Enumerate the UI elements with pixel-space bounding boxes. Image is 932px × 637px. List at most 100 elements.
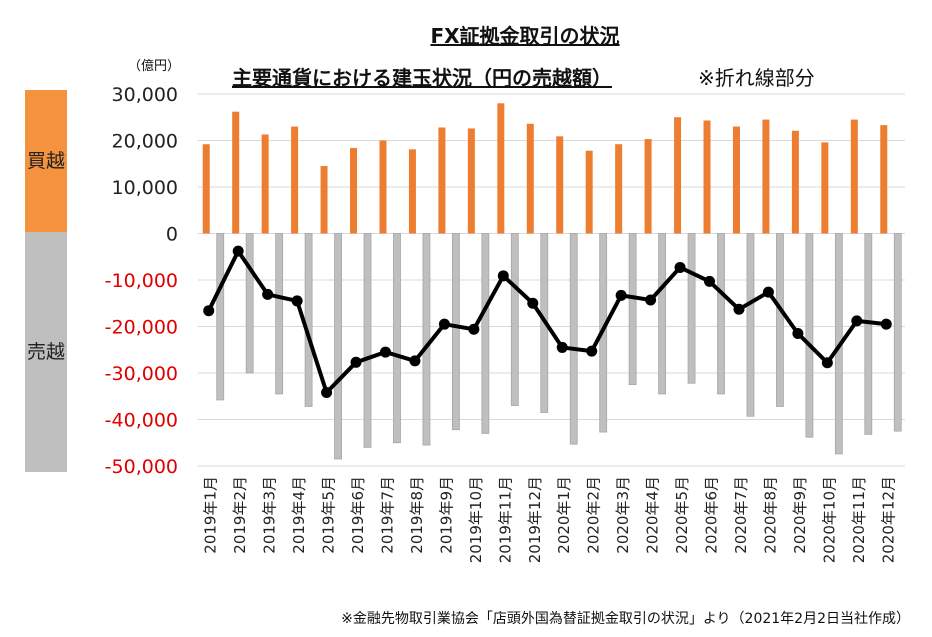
buy-bar — [880, 125, 888, 234]
buy-bar — [497, 103, 505, 234]
buy-bar — [232, 111, 240, 234]
net-short-point — [880, 318, 892, 330]
x-tick-label: 2019年12月 — [526, 476, 544, 563]
net-short-point — [615, 289, 627, 301]
x-tick-label: 2020年1月 — [555, 476, 573, 554]
y-tick-label: -20,000 — [105, 317, 178, 339]
sell-band: 売越 — [25, 232, 67, 472]
chart-plot: 30,000 20,000 10,000 0 -10,000 -20,000 -30,000… — [105, 84, 905, 563]
buy-bar — [762, 119, 770, 234]
net-short-point — [556, 341, 568, 353]
x-tick-label: 2020年10月 — [820, 476, 838, 563]
x-tick-label: 2020年7月 — [732, 476, 750, 554]
net-short-point — [321, 387, 333, 399]
y-tick-label: -50,000 — [105, 456, 178, 478]
source-note: ※金融先物取引業協会「店頭外国為替証拠金取引の状況」より（2021年2月2日当社… — [341, 611, 910, 627]
buy-bar — [732, 126, 740, 234]
net-short-point — [497, 270, 509, 282]
x-tick-label: 2020年12月 — [879, 476, 897, 563]
sell-bar — [304, 233, 313, 407]
x-tick-label: 2019年10月 — [467, 476, 485, 563]
sell-bar — [216, 233, 225, 401]
y-tick-label: 0 — [166, 224, 178, 246]
buy-bar — [261, 134, 269, 234]
y-axis-unit: （億円） — [128, 59, 181, 74]
x-tick-label: 2019年4月 — [290, 476, 308, 554]
y-tick-label: -30,000 — [105, 363, 178, 385]
buy-bar — [850, 119, 858, 234]
net-short-point — [586, 345, 598, 357]
net-short-point — [468, 323, 480, 335]
net-short-point — [232, 245, 244, 257]
net-short-point — [674, 261, 686, 273]
x-tick-label: 2019年2月 — [231, 476, 249, 554]
chart-subtitle: 主要通貨における建玉状況（円の売越額） — [232, 66, 612, 90]
y-tick-label: 30,000 — [112, 84, 178, 106]
x-tick-label: 2019年11月 — [496, 476, 514, 563]
buy-bar — [674, 117, 682, 234]
buy-bar — [291, 126, 299, 234]
sell-bar — [687, 233, 696, 384]
sell-bar — [569, 233, 578, 445]
net-short-point — [762, 286, 774, 298]
net-short-point — [291, 295, 303, 307]
x-tick-label: 2020年4月 — [644, 476, 662, 554]
buy-bar — [821, 142, 829, 234]
sell-bar — [746, 233, 755, 417]
chart-subtitle-note: ※折れ線部分 — [698, 66, 815, 90]
sell-bar — [776, 233, 784, 407]
net-short-point — [851, 315, 863, 327]
sell-bar — [334, 233, 342, 460]
buy-band: 買越 — [25, 90, 67, 232]
y-tick-label: -10,000 — [105, 270, 178, 292]
x-tick-label: 2019年9月 — [437, 476, 455, 554]
buy-bar — [615, 144, 623, 234]
net-short-point — [821, 357, 833, 369]
sell-bar — [628, 233, 637, 386]
buy-band-label: 買越 — [26, 150, 65, 172]
buy-bar — [556, 136, 564, 234]
x-tick-label: 2019年6月 — [349, 476, 367, 554]
net-short-point — [409, 355, 421, 367]
x-tick-label: 2020年9月 — [791, 476, 809, 554]
sell-bar — [422, 233, 431, 446]
x-tick-label: 2020年11月 — [850, 476, 868, 563]
x-tick-label: 2020年8月 — [761, 476, 779, 554]
sell-bar — [805, 233, 814, 438]
net-short-point — [704, 275, 716, 287]
y-tick-label: -40,000 — [105, 410, 178, 432]
net-short-point — [262, 288, 274, 300]
net-short-point — [645, 294, 657, 306]
buy-bar — [408, 149, 416, 234]
buy-bar — [526, 123, 534, 234]
net-short-point — [350, 356, 362, 368]
net-short-line — [206, 249, 887, 395]
buy-bar — [379, 140, 387, 234]
sell-band-label: 売越 — [26, 341, 65, 363]
x-tick-label: 2020年3月 — [614, 476, 632, 554]
y-tick-label: 10,000 — [112, 177, 178, 199]
sell-bar — [510, 233, 519, 406]
net-short-point — [733, 303, 745, 315]
sell-bar — [275, 233, 284, 395]
net-short-point — [379, 346, 391, 358]
x-tick-label: 2019年7月 — [378, 476, 396, 554]
sell-bar — [481, 233, 490, 434]
buy-bar — [320, 166, 328, 234]
sell-bar — [363, 233, 372, 448]
buy-bar — [644, 139, 652, 234]
x-tick-label: 2019年3月 — [261, 476, 279, 554]
x-tick-label: 2019年1月 — [202, 476, 220, 554]
chart-title: FX証拠金取引の状況 — [430, 24, 620, 48]
net-short-point — [792, 327, 804, 339]
buy-bar — [350, 147, 358, 234]
sell-bar — [717, 233, 725, 395]
net-short-point — [527, 297, 539, 309]
x-tick-label: 2019年5月 — [320, 476, 338, 554]
sell-bar — [893, 233, 902, 432]
buy-bar — [585, 150, 593, 234]
y-tick-label: 20,000 — [112, 131, 178, 153]
sell-bar — [658, 233, 667, 395]
x-tick-label: 2020年5月 — [673, 476, 691, 554]
buy-bar — [791, 130, 799, 234]
